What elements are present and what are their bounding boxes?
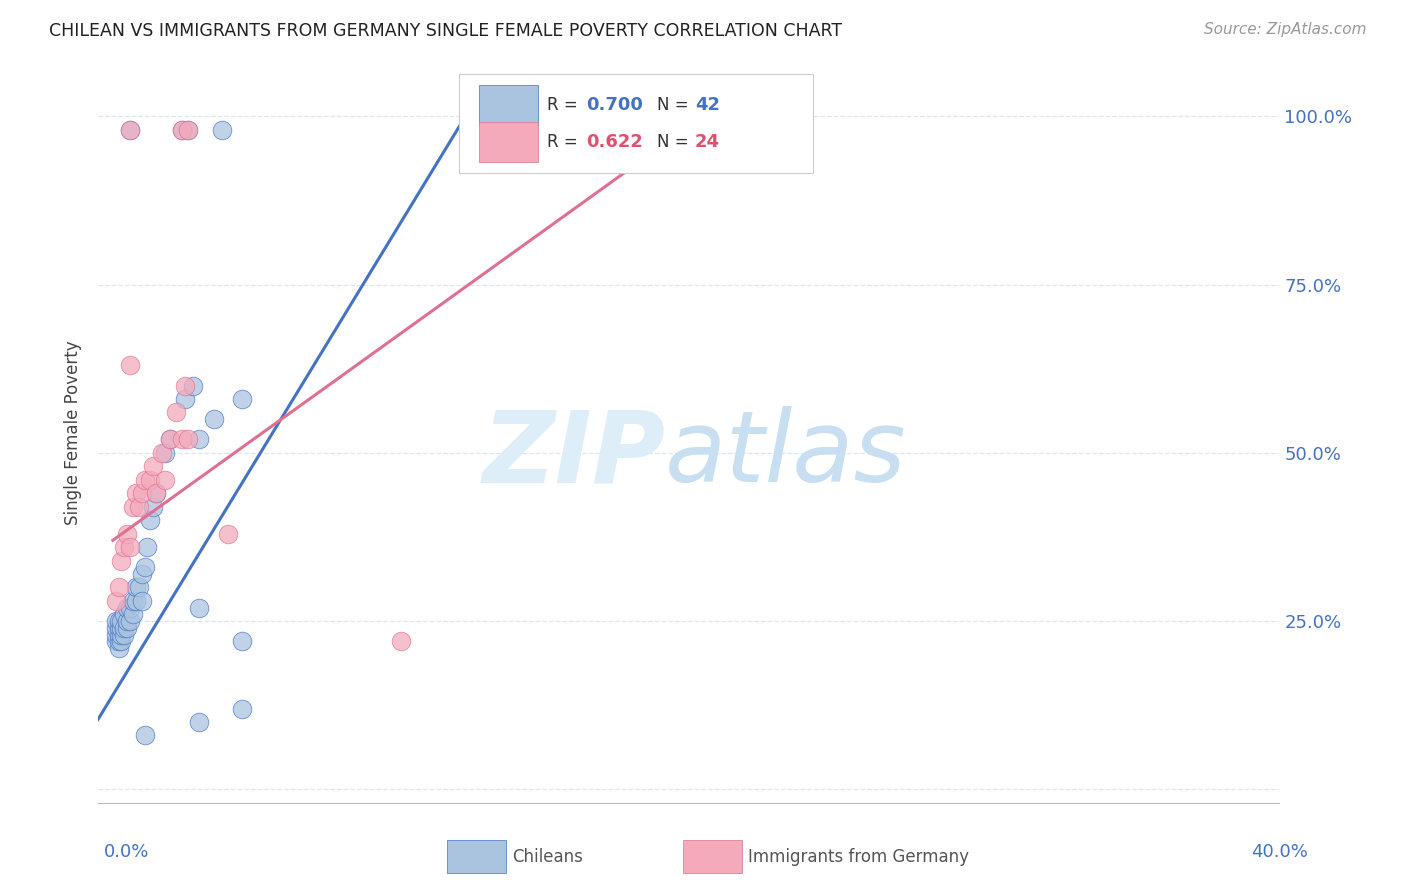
Point — [188, 600, 211, 615]
Point — [188, 433, 211, 447]
Point — [170, 122, 193, 136]
Point — [125, 581, 148, 595]
Text: R =: R = — [547, 134, 583, 152]
Point — [110, 621, 132, 635]
Point — [104, 627, 127, 641]
Text: atlas: atlas — [665, 407, 907, 503]
Point — [122, 607, 145, 622]
Point — [125, 486, 148, 500]
Point — [202, 412, 225, 426]
Point — [120, 540, 142, 554]
Point — [145, 486, 167, 500]
Point — [142, 459, 165, 474]
Point — [150, 446, 173, 460]
Point — [211, 122, 233, 136]
Point — [107, 621, 129, 635]
Y-axis label: Single Female Poverty: Single Female Poverty — [65, 341, 83, 524]
Point — [120, 122, 142, 136]
Point — [142, 500, 165, 514]
Point — [120, 122, 142, 136]
Text: N =: N = — [657, 134, 695, 152]
Point — [131, 486, 153, 500]
Point — [110, 614, 132, 628]
Point — [120, 614, 142, 628]
Text: R =: R = — [547, 96, 583, 114]
Point — [125, 594, 148, 608]
Point — [136, 540, 159, 554]
Point — [107, 614, 129, 628]
Point — [115, 600, 138, 615]
Text: 0.700: 0.700 — [586, 96, 643, 114]
Point — [107, 627, 129, 641]
Text: ZIP: ZIP — [482, 407, 665, 503]
Point — [110, 634, 132, 648]
Point — [173, 392, 195, 406]
Point — [183, 378, 205, 392]
FancyBboxPatch shape — [478, 85, 537, 126]
Point — [231, 634, 253, 648]
Point — [104, 621, 127, 635]
Point — [120, 600, 142, 615]
Point — [170, 122, 193, 136]
Text: 24: 24 — [695, 134, 720, 152]
Point — [134, 473, 156, 487]
Point — [159, 433, 181, 447]
Text: Source: ZipAtlas.com: Source: ZipAtlas.com — [1204, 22, 1367, 37]
Point — [115, 621, 138, 635]
Point — [139, 473, 162, 487]
Text: CHILEAN VS IMMIGRANTS FROM GERMANY SINGLE FEMALE POVERTY CORRELATION CHART: CHILEAN VS IMMIGRANTS FROM GERMANY SINGL… — [49, 22, 842, 40]
Point — [110, 553, 132, 567]
Point — [231, 701, 253, 715]
Point — [134, 729, 156, 743]
Point — [131, 594, 153, 608]
Point — [128, 500, 150, 514]
Text: 40.0%: 40.0% — [1251, 843, 1308, 861]
Point — [112, 627, 135, 641]
FancyBboxPatch shape — [683, 840, 742, 873]
Point — [110, 627, 132, 641]
Point — [115, 614, 138, 628]
Text: 0.0%: 0.0% — [104, 843, 149, 861]
Text: Chileans: Chileans — [512, 848, 582, 866]
Point — [128, 581, 150, 595]
Text: 0.622: 0.622 — [586, 134, 643, 152]
Point — [134, 560, 156, 574]
Point — [122, 594, 145, 608]
Point — [104, 634, 127, 648]
Point — [177, 433, 200, 447]
Point — [131, 566, 153, 581]
Point — [112, 540, 135, 554]
Point — [120, 359, 142, 373]
Text: 42: 42 — [695, 96, 720, 114]
Point — [188, 714, 211, 729]
Point — [145, 486, 167, 500]
Point — [112, 607, 135, 622]
Point — [173, 378, 195, 392]
Point — [153, 473, 176, 487]
FancyBboxPatch shape — [458, 73, 813, 173]
Point — [153, 446, 176, 460]
Point — [122, 500, 145, 514]
Point — [159, 433, 181, 447]
Point — [107, 581, 129, 595]
Point — [112, 621, 135, 635]
Point — [115, 526, 138, 541]
Point — [177, 122, 200, 136]
Point — [231, 392, 253, 406]
Point — [104, 614, 127, 628]
Point — [389, 634, 412, 648]
Point — [170, 433, 193, 447]
FancyBboxPatch shape — [447, 840, 506, 873]
Point — [107, 640, 129, 655]
Point — [217, 526, 239, 541]
Point — [165, 405, 187, 419]
Text: N =: N = — [657, 96, 695, 114]
Point — [107, 634, 129, 648]
Point — [104, 594, 127, 608]
Text: Immigrants from Germany: Immigrants from Germany — [748, 848, 969, 866]
Point — [177, 122, 200, 136]
FancyBboxPatch shape — [478, 121, 537, 162]
Point — [139, 513, 162, 527]
